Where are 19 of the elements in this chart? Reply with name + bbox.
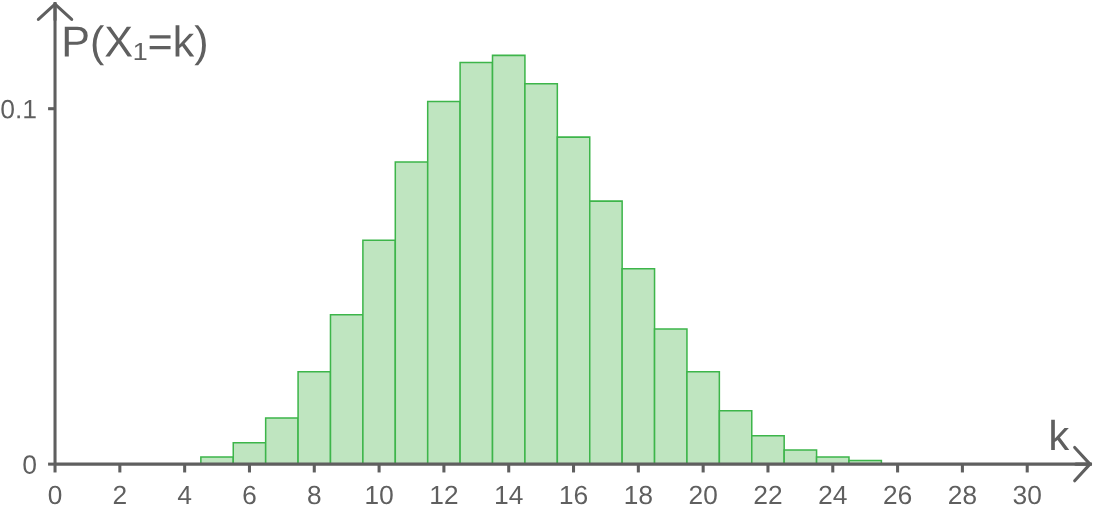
x-tick-label: 12 — [431, 485, 458, 505]
x-tick-label: 2 — [113, 485, 126, 505]
x-tick-label: 14 — [496, 485, 523, 505]
x-axis-title: k — [1051, 419, 1070, 450]
x-tick-label: 4 — [177, 485, 192, 505]
x-tick-label: 8 — [308, 485, 321, 505]
x-tick-label: 18 — [625, 485, 652, 505]
x-tick-label: 6 — [243, 485, 256, 505]
x-tick-label: 24 — [819, 485, 847, 505]
y-axis-title: P(X₁=k) — [64, 25, 206, 66]
x-tick-label: 0 — [48, 485, 62, 505]
x-tick-label: 28 — [949, 485, 976, 505]
x-tick-label: 26 — [884, 485, 912, 505]
x-tick-label: 22 — [754, 485, 782, 505]
x-tick-label: 20 — [689, 485, 717, 505]
x-tick-label: 30 — [1013, 485, 1041, 505]
x-tick-label: 10 — [366, 485, 393, 505]
x-tick-label: 16 — [560, 485, 588, 505]
y-tick-label: 0.1 — [1, 99, 36, 119]
